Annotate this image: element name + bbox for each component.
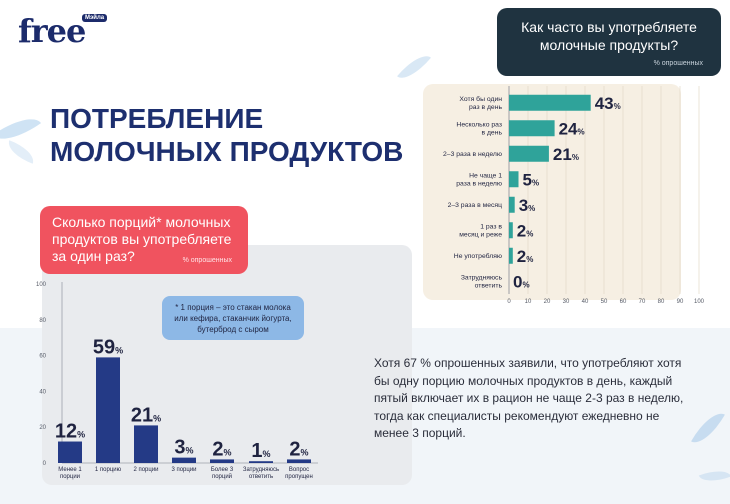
brand-logo: free (18, 12, 86, 50)
x-tick-label: 80 (658, 299, 665, 305)
portion-footnote: * 1 порция – это стакан молока или кефир… (162, 296, 304, 340)
bar (96, 357, 120, 463)
category-label: Не чаще 1 раза в неделю (456, 172, 502, 187)
x-tick-label: 0 (507, 299, 511, 305)
bar (509, 222, 513, 239)
y-tick-label: 80 (39, 318, 46, 324)
brand-badge: Мэйла (82, 14, 108, 22)
value-label: 12% (55, 421, 85, 443)
value-label: 2% (289, 438, 308, 460)
portions-chart-header: Сколько порций* молочных продуктов вы уп… (40, 206, 248, 274)
category-label: 2–3 раза в неделю (443, 151, 502, 158)
frequency-chart-subtitle: % опрошенных (653, 60, 703, 67)
y-tick-label: 40 (39, 389, 46, 395)
frequency-bar-chart: 0 10 20 30 40 50 60 70 80 90 100 Хотя бы один раз в … (443, 86, 705, 305)
value-label: 5% (523, 170, 540, 189)
category-label: 3 порции (171, 467, 196, 473)
bar (172, 457, 196, 463)
category-label: Вопрос пропущен (285, 467, 313, 480)
value-label: 21% (553, 145, 579, 164)
category-label: Более 3 порций (211, 467, 234, 480)
value-label: 59% (93, 336, 123, 358)
bar (58, 441, 82, 463)
value-label: 3% (519, 196, 536, 215)
portions-chart-subtitle: % опрошенных (182, 257, 232, 264)
portions-bar-chart: 0 20 40 60 80 100 12% Менее 1 порции 59% 1 порцию 2… (36, 282, 318, 480)
summary-paragraph: Хотя 67 % опрошенных заявили, что употре… (374, 356, 684, 440)
x-tick-label: 90 (677, 299, 684, 305)
x-tick-label: 20 (544, 299, 551, 305)
category-label: 1 раз в месяц и реже (459, 223, 502, 238)
bar (210, 459, 234, 463)
frequency-chart-title: Как часто вы употребляете молочные проду… (521, 19, 697, 53)
bar (287, 459, 311, 463)
bar (509, 145, 549, 162)
bar (509, 120, 555, 137)
category-label: Не употребляю (454, 252, 502, 260)
bar (509, 247, 513, 264)
category-label: 1 порцию (95, 467, 122, 473)
bar (509, 94, 591, 111)
category-label: Хотя бы один раз в день (459, 95, 502, 111)
x-tick-label: 30 (563, 299, 570, 305)
value-label: 2% (517, 247, 534, 266)
x-tick-label: 50 (601, 299, 608, 305)
category-label: Менее 1 порции (58, 467, 82, 480)
bar (509, 196, 515, 213)
frequency-chart-header: Как часто вы употребляете молочные проду… (497, 8, 721, 76)
value-label: 0% (513, 272, 530, 291)
portions-chart-title: Сколько порций* молочных продуктов вы уп… (52, 214, 232, 264)
category-label: 2–3 раза в месяц (448, 202, 503, 209)
value-label: 1% (251, 440, 270, 462)
category-label: 2 порции (133, 467, 158, 473)
value-label: 2% (517, 221, 534, 240)
y-tick-label: 60 (39, 354, 46, 360)
frequency-chart-panel (423, 84, 681, 300)
x-tick-label: 100 (694, 299, 705, 305)
x-tick-label: 60 (620, 299, 627, 305)
bar (249, 461, 273, 463)
bar (509, 171, 519, 188)
portion-footnote-text: * 1 порция – это стакан молока или кефир… (174, 302, 292, 334)
value-label: 2% (212, 438, 231, 460)
value-label: 21% (131, 404, 161, 426)
page-title: ПОТРЕБЛЕНИЕ МОЛОЧНЫХ ПРОДУКТОВ (50, 103, 404, 167)
y-tick-label: 100 (36, 282, 47, 288)
category-label: Несколько раз в день (456, 121, 502, 136)
x-tick-label: 70 (639, 299, 646, 305)
bar (134, 425, 158, 463)
x-tick-label: 10 (525, 299, 532, 305)
value-label: 3% (174, 437, 193, 459)
y-tick-label: 0 (43, 461, 47, 467)
x-tick-label: 40 (582, 299, 589, 305)
y-tick-label: 20 (39, 425, 46, 431)
category-label: Затрудняюсь ответить (461, 274, 503, 289)
value-label: 43% (595, 94, 621, 113)
value-label: 24% (559, 119, 585, 138)
category-label: Затрудняюсь ответить (243, 467, 279, 480)
